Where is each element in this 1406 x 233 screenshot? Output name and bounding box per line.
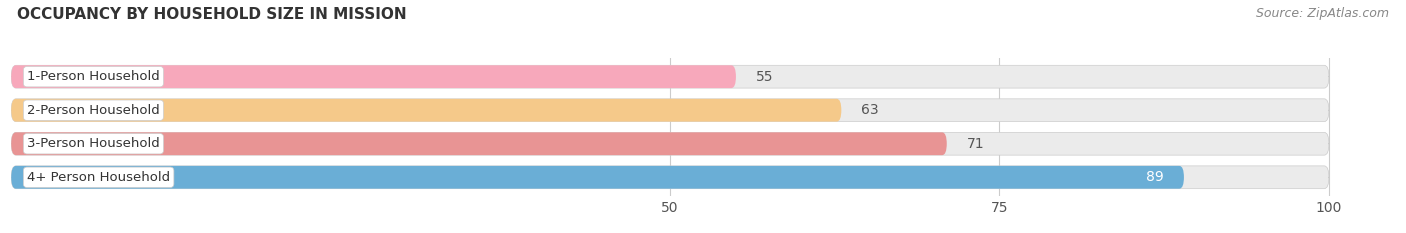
FancyBboxPatch shape (11, 99, 841, 122)
FancyBboxPatch shape (11, 166, 1184, 189)
Text: 4+ Person Household: 4+ Person Household (27, 171, 170, 184)
FancyBboxPatch shape (11, 99, 1329, 122)
FancyBboxPatch shape (11, 65, 735, 88)
Text: 2-Person Household: 2-Person Household (27, 104, 160, 117)
Text: Source: ZipAtlas.com: Source: ZipAtlas.com (1256, 7, 1389, 20)
FancyBboxPatch shape (11, 132, 1329, 155)
Text: 1-Person Household: 1-Person Household (27, 70, 160, 83)
FancyBboxPatch shape (11, 166, 1329, 189)
FancyBboxPatch shape (11, 132, 946, 155)
FancyBboxPatch shape (11, 65, 1329, 88)
Text: 3-Person Household: 3-Person Household (27, 137, 160, 150)
Text: 89: 89 (1146, 170, 1164, 184)
Text: 71: 71 (966, 137, 984, 151)
Text: OCCUPANCY BY HOUSEHOLD SIZE IN MISSION: OCCUPANCY BY HOUSEHOLD SIZE IN MISSION (17, 7, 406, 22)
Text: 55: 55 (755, 70, 773, 84)
Text: 63: 63 (860, 103, 879, 117)
